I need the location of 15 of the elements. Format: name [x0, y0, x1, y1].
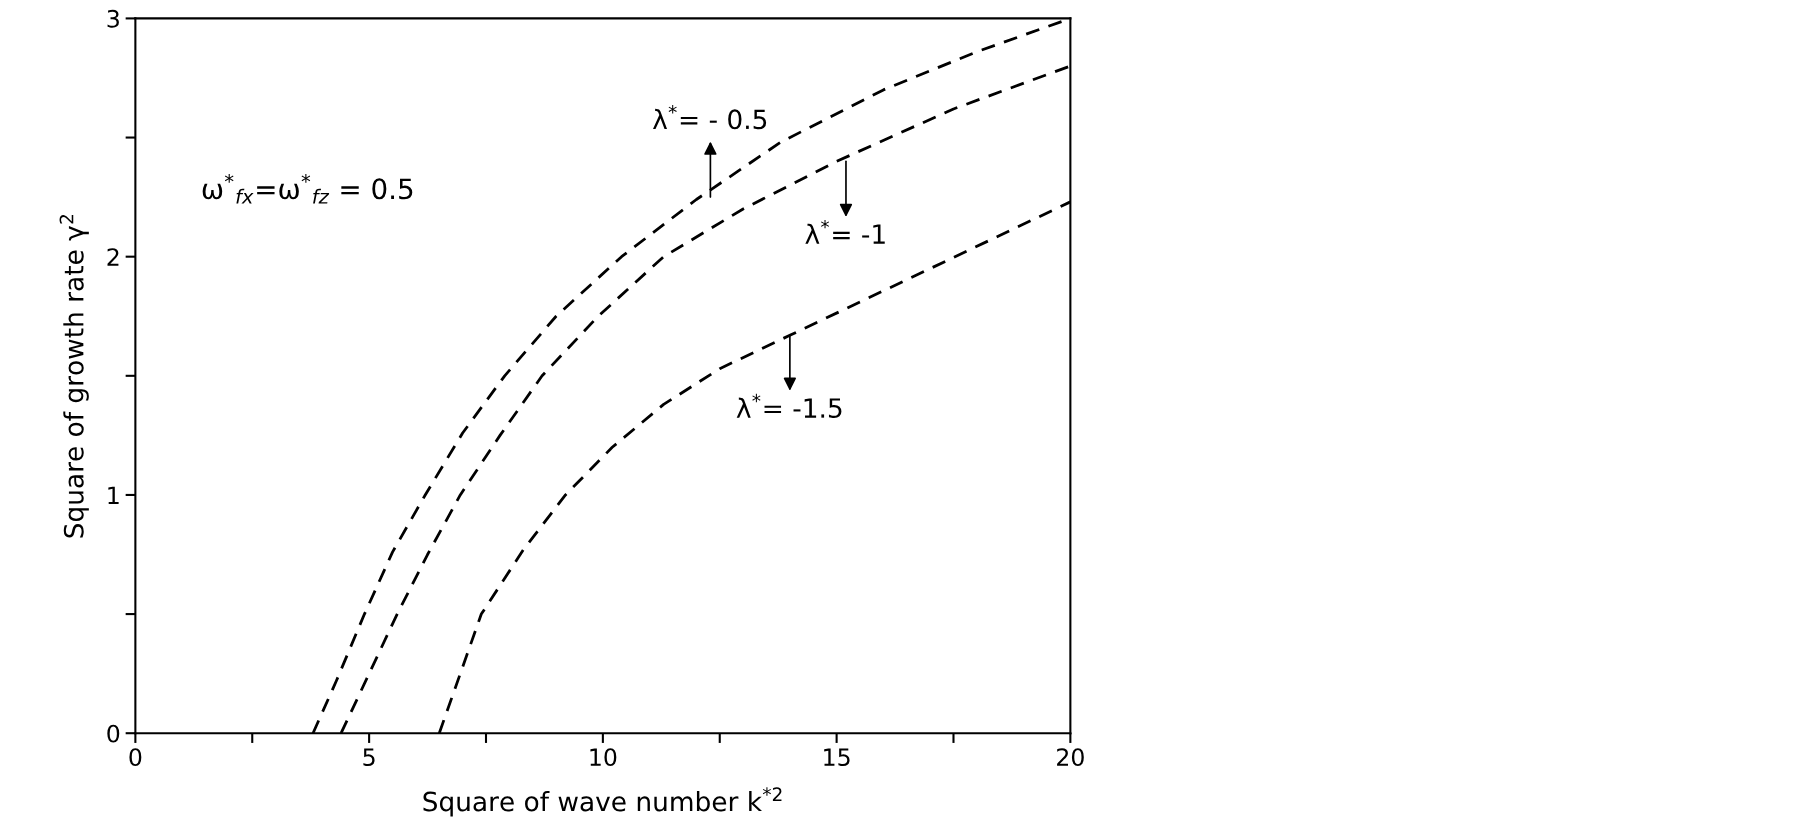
y-tick-label: 0	[107, 724, 120, 743]
y-tick-label: 2	[107, 248, 119, 266]
x-tick-label: 10	[590, 748, 617, 767]
annotation: ω$^{*}$$_{fx}$=ω$^{*}$$_{fz}$ = 0.5	[202, 173, 413, 204]
annotation: λ$^{*}$= -1.5	[736, 393, 842, 419]
y-tick-label: 1	[108, 486, 119, 504]
x-tick-label: 20	[1057, 748, 1084, 767]
x-tick-label: 0	[129, 748, 142, 767]
y-axis-title: Square of growth rate γ$^{2}$	[59, 215, 89, 538]
x-tick-label: 5	[363, 748, 375, 767]
x-axis-title: Square of wave number k$^{*2}$	[423, 787, 782, 817]
x-tick-label: 15	[824, 748, 850, 767]
y-tick-label: 3	[107, 9, 119, 28]
annotation: λ$^{*}$= - 0.5	[652, 105, 767, 130]
annotation: λ$^{*}$= -1	[805, 219, 885, 244]
